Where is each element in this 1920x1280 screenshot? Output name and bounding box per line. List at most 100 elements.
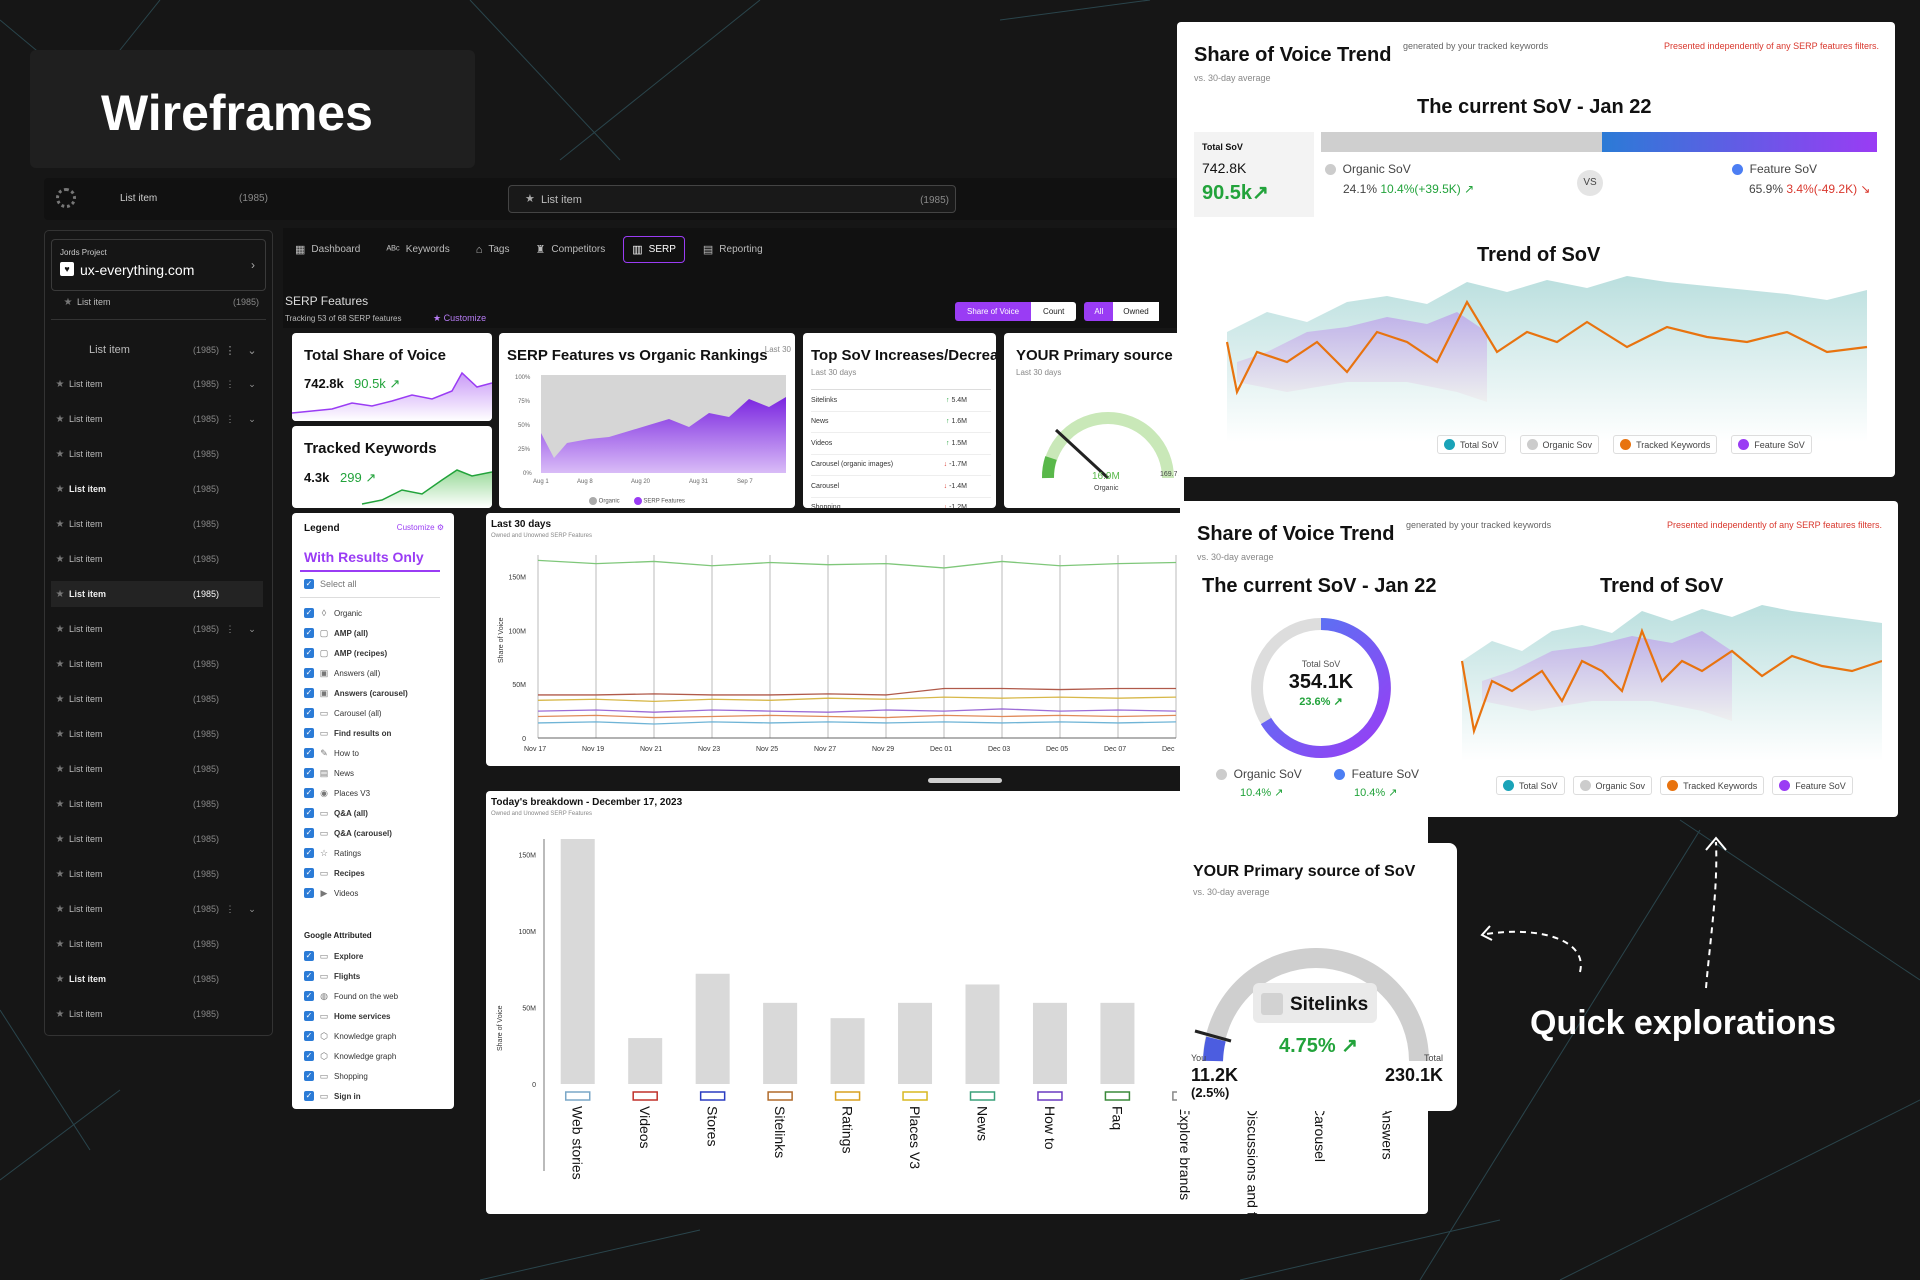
legend-checkbox[interactable]: ✓ ☆ Ratings — [304, 847, 362, 858]
sidebar-item[interactable]: ★ List item (1985) ⋮ ⌄ — [51, 371, 263, 397]
legend-checkbox[interactable]: ✓ ▣ Answers (carousel) — [304, 687, 408, 698]
kebab-menu-icon[interactable]: ⋮ — [225, 378, 235, 389]
legend-checkbox[interactable]: ✓ ▶ Videos — [304, 887, 359, 898]
checkbox-icon[interactable]: ✓ — [304, 1031, 314, 1041]
project-switcher[interactable]: Jords Project ♥ ux-everything.com › — [51, 239, 266, 291]
sidebar-item[interactable]: ★ List item (1985) — [51, 966, 263, 992]
checkbox-icon[interactable]: ✓ — [304, 888, 314, 898]
checkbox-icon[interactable]: ✓ — [304, 748, 314, 758]
checkbox-icon[interactable]: ✓ — [304, 668, 314, 678]
legend-checkbox[interactable]: ✓ ⬡ Knowledge graph — [304, 1050, 397, 1061]
legend-checkbox[interactable]: ✓ ◍ Found on the web — [304, 990, 399, 1001]
legend-tracked-keywords[interactable]: Tracked Keywords — [1613, 435, 1718, 454]
sidebar-item[interactable]: ★ List item (1985) — [51, 791, 263, 817]
checkbox-icon[interactable]: ✓ — [304, 991, 314, 1001]
chevron-down-icon[interactable]: ⌄ — [248, 623, 256, 634]
checkbox-icon[interactable]: ✓ — [304, 951, 314, 961]
chevron-down-icon[interactable]: ⌄ — [247, 344, 257, 357]
legend-checkbox[interactable]: ✓ ▭ Q&A (carousel) — [304, 827, 392, 838]
tab-tags[interactable]: ⌂ Tags — [468, 236, 518, 263]
sidebar-item[interactable]: ★ List item (1985) — [51, 581, 263, 607]
checkbox-icon[interactable]: ✓ — [304, 828, 314, 838]
checkbox-icon[interactable]: ✓ — [304, 1091, 314, 1101]
kebab-menu-icon[interactable]: ⋮ — [225, 413, 235, 424]
legend-checkbox[interactable]: ✓ ◊ Organic — [304, 608, 363, 618]
legend-checkbox[interactable]: ✓ ⬡ Knowledge graph — [304, 1030, 397, 1041]
sidebar-item[interactable]: ★ List item (1985) — [51, 931, 263, 957]
scroll-handle[interactable] — [928, 778, 1002, 783]
sidebar-item[interactable]: ★ List item (1985) — [51, 861, 263, 887]
customize-link[interactable]: ★ Customize — [433, 313, 487, 323]
legend-checkbox[interactable]: ✓ ▭ Shopping — [304, 1070, 368, 1081]
checkbox-icon[interactable]: ✓ — [304, 1011, 314, 1021]
toggle-owned[interactable]: Owned — [1113, 302, 1159, 321]
toggle-count[interactable]: Count — [1031, 302, 1077, 321]
legend-checkbox[interactable]: ✓ ▢ AMP (recipes) — [304, 647, 388, 658]
legend-checkbox[interactable]: ✓ ◉ Places V3 — [304, 787, 371, 798]
legend-checkbox[interactable]: ✓ ▭ Q&A (all) — [304, 807, 368, 818]
sidebar-item[interactable]: ★ List item (1985) — [51, 721, 263, 747]
chevron-down-icon[interactable]: ⌄ — [248, 903, 256, 914]
legend-organic-sov[interactable]: Organic Sov — [1572, 776, 1653, 795]
legend-feature-sov[interactable]: Feature SoV — [1731, 435, 1812, 454]
checkbox-icon[interactable]: ✓ — [304, 1071, 314, 1081]
legend-checkbox[interactable]: ✓ ▭ Recipes — [304, 867, 365, 878]
search-input[interactable]: ★ List item (1985) — [508, 185, 956, 213]
filter-dropdown[interactable]: With Results Only — [304, 549, 424, 565]
legend-customize[interactable]: Customize ⚙ — [396, 523, 444, 532]
tab-competitors[interactable]: ♜ Competitors — [527, 236, 613, 263]
tab-reporting[interactable]: ▤ Reporting — [695, 236, 771, 263]
sidebar-item[interactable]: ★ List item (1985) ⋮ ⌄ — [51, 896, 263, 922]
legend-checkbox[interactable]: ✓ ✎ How to — [304, 747, 359, 758]
legend-checkbox[interactable]: ✓ ▣ Answers (all) — [304, 667, 381, 678]
legend-checkbox[interactable]: ✓ ▤ News — [304, 767, 355, 778]
gear-icon[interactable] — [56, 188, 76, 208]
legend-checkbox[interactable]: ✓ ▭ Flights — [304, 970, 361, 981]
checkbox-icon[interactable]: ✓ — [304, 608, 314, 618]
kebab-menu-icon[interactable]: ⋮ — [225, 903, 235, 914]
kebab-menu-icon[interactable]: ⋮ — [224, 344, 236, 357]
topbar-item-label[interactable]: List item — [120, 193, 158, 204]
toggle-all[interactable]: All — [1084, 302, 1114, 321]
legend-checkbox[interactable]: ✓ ▭ Sign in — [304, 1090, 361, 1101]
chevron-down-icon[interactable]: ⌄ — [248, 378, 256, 389]
toggle-share-of-voice[interactable]: Share of Voice — [955, 302, 1032, 321]
checkbox-icon[interactable]: ✓ — [304, 868, 314, 878]
sidebar-item[interactable]: ★ List item (1985) — [51, 476, 263, 502]
tab-serp[interactable]: ▥ SERP — [623, 236, 685, 263]
checkbox-icon[interactable]: ✓ — [304, 628, 314, 638]
legend-total-sov[interactable]: Total SoV — [1437, 435, 1506, 454]
legend-checkbox[interactable]: ✓ ▭ Home services — [304, 1010, 391, 1021]
checkbox-icon[interactable]: ✓ — [304, 971, 314, 981]
checkbox-icon[interactable]: ✓ — [304, 768, 314, 778]
checkbox-icon[interactable]: ✓ — [304, 848, 314, 858]
sidebar-item-first[interactable]: ★ List item (1985) — [59, 289, 259, 315]
sidebar-item[interactable]: ★ List item (1985) ⋮ ⌄ — [51, 406, 263, 432]
sidebar-item[interactable]: ★ List item (1985) — [51, 686, 263, 712]
checkbox-icon[interactable]: ✓ — [304, 728, 314, 738]
legend-checkbox[interactable]: ✓ ▢ AMP (all) — [304, 627, 369, 638]
checkbox-icon[interactable]: ✓ — [304, 648, 314, 658]
sidebar-item[interactable]: ★ List item (1985) — [51, 511, 263, 537]
legend-organic-sov[interactable]: Organic Sov — [1519, 435, 1600, 454]
legend-total-sov[interactable]: Total SoV — [1496, 776, 1565, 795]
legend-checkbox[interactable]: ✓ ▭ Carousel (all) — [304, 707, 382, 718]
tab-keywords[interactable]: ᴬᴮᶜ Keywords — [378, 236, 457, 263]
kebab-menu-icon[interactable]: ⋮ — [225, 623, 235, 634]
sidebar-item[interactable]: ★ List item (1985) — [51, 826, 263, 852]
checkbox-icon[interactable]: ✓ — [304, 788, 314, 798]
chevron-down-icon[interactable]: ⌄ — [248, 413, 256, 424]
legend-tracked-keywords[interactable]: Tracked Keywords — [1660, 776, 1765, 795]
legend-checkbox[interactable]: ✓ ▭ Explore — [304, 950, 364, 961]
sidebar-group[interactable]: List item (1985) ⋮ ⌄ — [51, 337, 263, 363]
legend-checkbox[interactable]: ✓ ▭ Find results on — [304, 727, 392, 738]
sidebar-item[interactable]: ★ List item (1985) — [51, 441, 263, 467]
legend-feature-sov[interactable]: Feature SoV — [1772, 776, 1853, 795]
sidebar-item[interactable]: ★ List item (1985) — [51, 546, 263, 572]
sidebar-item[interactable]: ★ List item (1985) — [51, 756, 263, 782]
sidebar-item[interactable]: ★ List item (1985) ⋮ ⌄ — [51, 616, 263, 642]
sidebar-item[interactable]: ★ List item (1985) — [51, 651, 263, 677]
checkbox-icon[interactable]: ✓ — [304, 1051, 314, 1061]
select-all-checkbox[interactable]: ✓ Select all — [304, 579, 357, 589]
sidebar-item[interactable]: ★ List item (1985) — [51, 1001, 263, 1027]
